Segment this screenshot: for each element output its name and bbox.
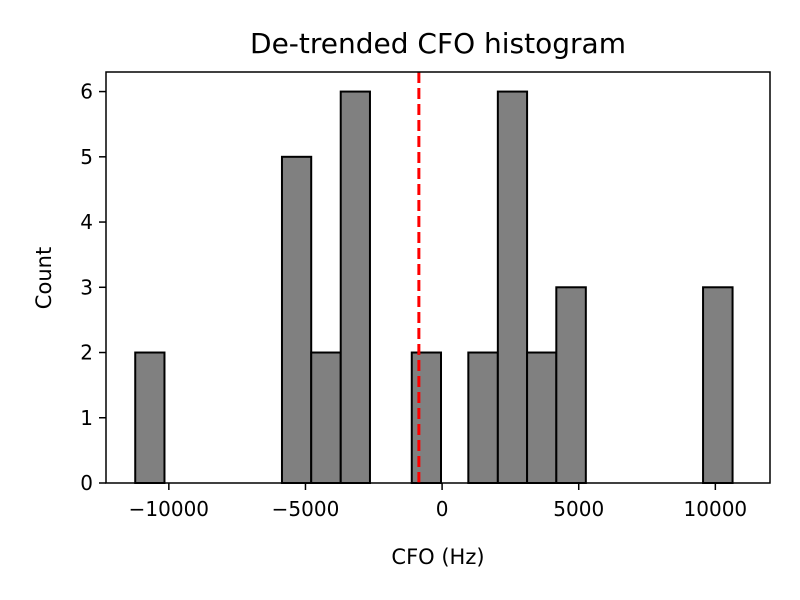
x-tick-label: −10000 — [129, 497, 209, 521]
y-tick-label: 5 — [80, 145, 93, 169]
histogram-bar-5 — [467, 351, 499, 484]
bars-group — [134, 90, 734, 485]
histogram-bar-7 — [526, 351, 558, 484]
histogram-bar-2 — [310, 351, 342, 484]
y-tick-label: 2 — [80, 341, 93, 365]
y-tick-label: 1 — [80, 406, 93, 430]
x-axis-ticks: −10000 −5000 0 5000 10000 — [129, 483, 748, 521]
histogram-bar-6 — [496, 90, 529, 484]
y-axis-ticks: 0 1 2 3 4 5 6 — [80, 80, 106, 495]
y-tick-label: 3 — [80, 275, 93, 299]
chart-title: De-trended CFO histogram — [250, 27, 626, 60]
y-tick-label: 6 — [80, 80, 93, 104]
x-tick-label: −5000 — [272, 497, 340, 521]
x-tick-label: 10000 — [684, 497, 748, 521]
histogram-bar-3 — [339, 90, 371, 484]
histogram-bar-4 — [410, 351, 443, 484]
y-tick-label: 0 — [80, 471, 93, 495]
x-axis-label: CFO (Hz) — [391, 545, 484, 569]
histogram-bar-1 — [280, 155, 313, 485]
x-tick-label: 5000 — [553, 497, 604, 521]
histogram-bar-0 — [134, 351, 166, 484]
y-axis-label: Count — [32, 247, 56, 309]
x-tick-label: 0 — [436, 497, 449, 521]
histogram-bar-8 — [555, 286, 587, 484]
plot-frame — [105, 71, 771, 484]
histogram-bar-9 — [702, 286, 734, 484]
y-tick-label: 4 — [80, 210, 93, 234]
